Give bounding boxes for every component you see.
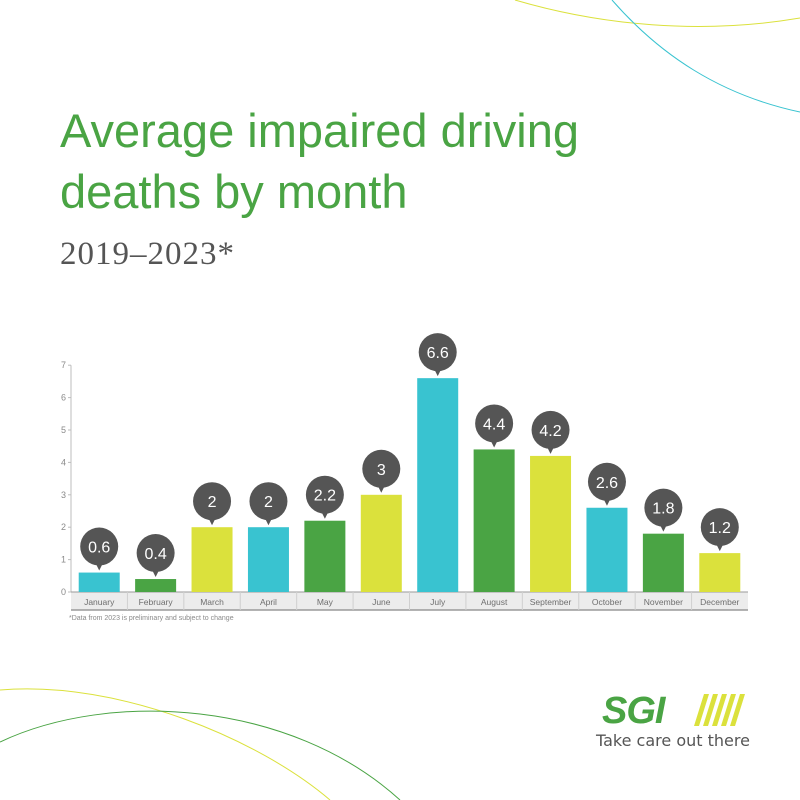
page-title: Average impaired driving deaths by month [60,104,580,218]
bar-september [530,455,572,592]
sgi-logo-text: SGI [602,692,667,728]
bar-november [642,533,684,592]
arc-top-lime [514,0,800,27]
y-tick-label: 7 [61,360,66,370]
x-tick-label: January [84,597,115,607]
data-label: 0.6 [88,540,110,557]
x-tick-label: December [700,597,739,607]
bar-june [360,494,402,592]
bar-february [135,579,177,592]
data-label: 4.2 [539,423,561,440]
y-tick-label: 4 [61,457,66,467]
data-label: 2 [208,494,217,511]
data-label: 1.8 [652,501,674,518]
data-label: 2.2 [314,488,336,505]
arc-bottom-lime [0,688,331,800]
data-label-bubble [362,449,401,488]
x-tick-label: October [592,597,622,607]
y-tick-label: 5 [61,425,66,435]
arc-bottom-green [0,710,401,800]
x-tick-label: March [200,597,224,607]
data-label-bubble [531,410,570,449]
y-tick-label: 0 [61,587,66,597]
data-label-bubble [644,488,683,527]
bar-april [247,527,289,592]
x-tick-label: August [481,597,508,607]
x-tick-label: May [317,597,334,607]
x-tick-label: June [372,597,391,607]
bar-july [417,378,459,592]
data-label: 6.6 [427,345,449,362]
bar-december [699,553,741,592]
data-label: 2 [264,494,273,511]
y-tick-label: 6 [61,393,66,403]
bar-chart: 0 1 2 3 4 5 6 7 January 0.6 February 0.4 March 2 April… [61,333,748,611]
footnote: *Data from 2023 is preliminary and subje… [69,615,234,622]
data-label-bubble [587,462,626,501]
bar-march [191,527,233,592]
data-label-bubble [700,508,739,547]
sgi-logo: SGI [602,692,745,728]
data-label: 4.4 [483,416,505,433]
data-label-bubble [305,475,344,514]
data-label-bubble [80,527,119,566]
data-label-bubble [418,333,457,372]
bar-august [473,449,515,592]
y-tick-label: 3 [61,490,66,500]
bar-january [78,572,120,592]
arc-top-teal [611,0,800,113]
data-label-bubble [193,482,232,521]
logo-stripes-icon [694,694,745,726]
data-label: 3 [377,462,386,479]
data-label-bubble [475,404,514,443]
x-tick-label: April [260,597,277,607]
tagline: Take care out there [596,731,750,750]
y-tick-label: 1 [61,555,66,565]
data-label-bubble [249,482,288,521]
data-label-bubble [136,534,175,573]
data-label: 2.6 [596,475,618,492]
bar-may [304,520,346,592]
x-tick-label: September [530,597,572,607]
x-tick-label: July [430,597,446,607]
bar-october [586,507,628,592]
x-tick-label: November [644,597,683,607]
data-label: 1.2 [709,520,731,537]
x-tick-label: February [139,597,174,607]
data-label: 0.4 [145,546,167,563]
page-subtitle: 2019–2023* [60,236,235,272]
y-tick-label: 2 [61,522,66,532]
